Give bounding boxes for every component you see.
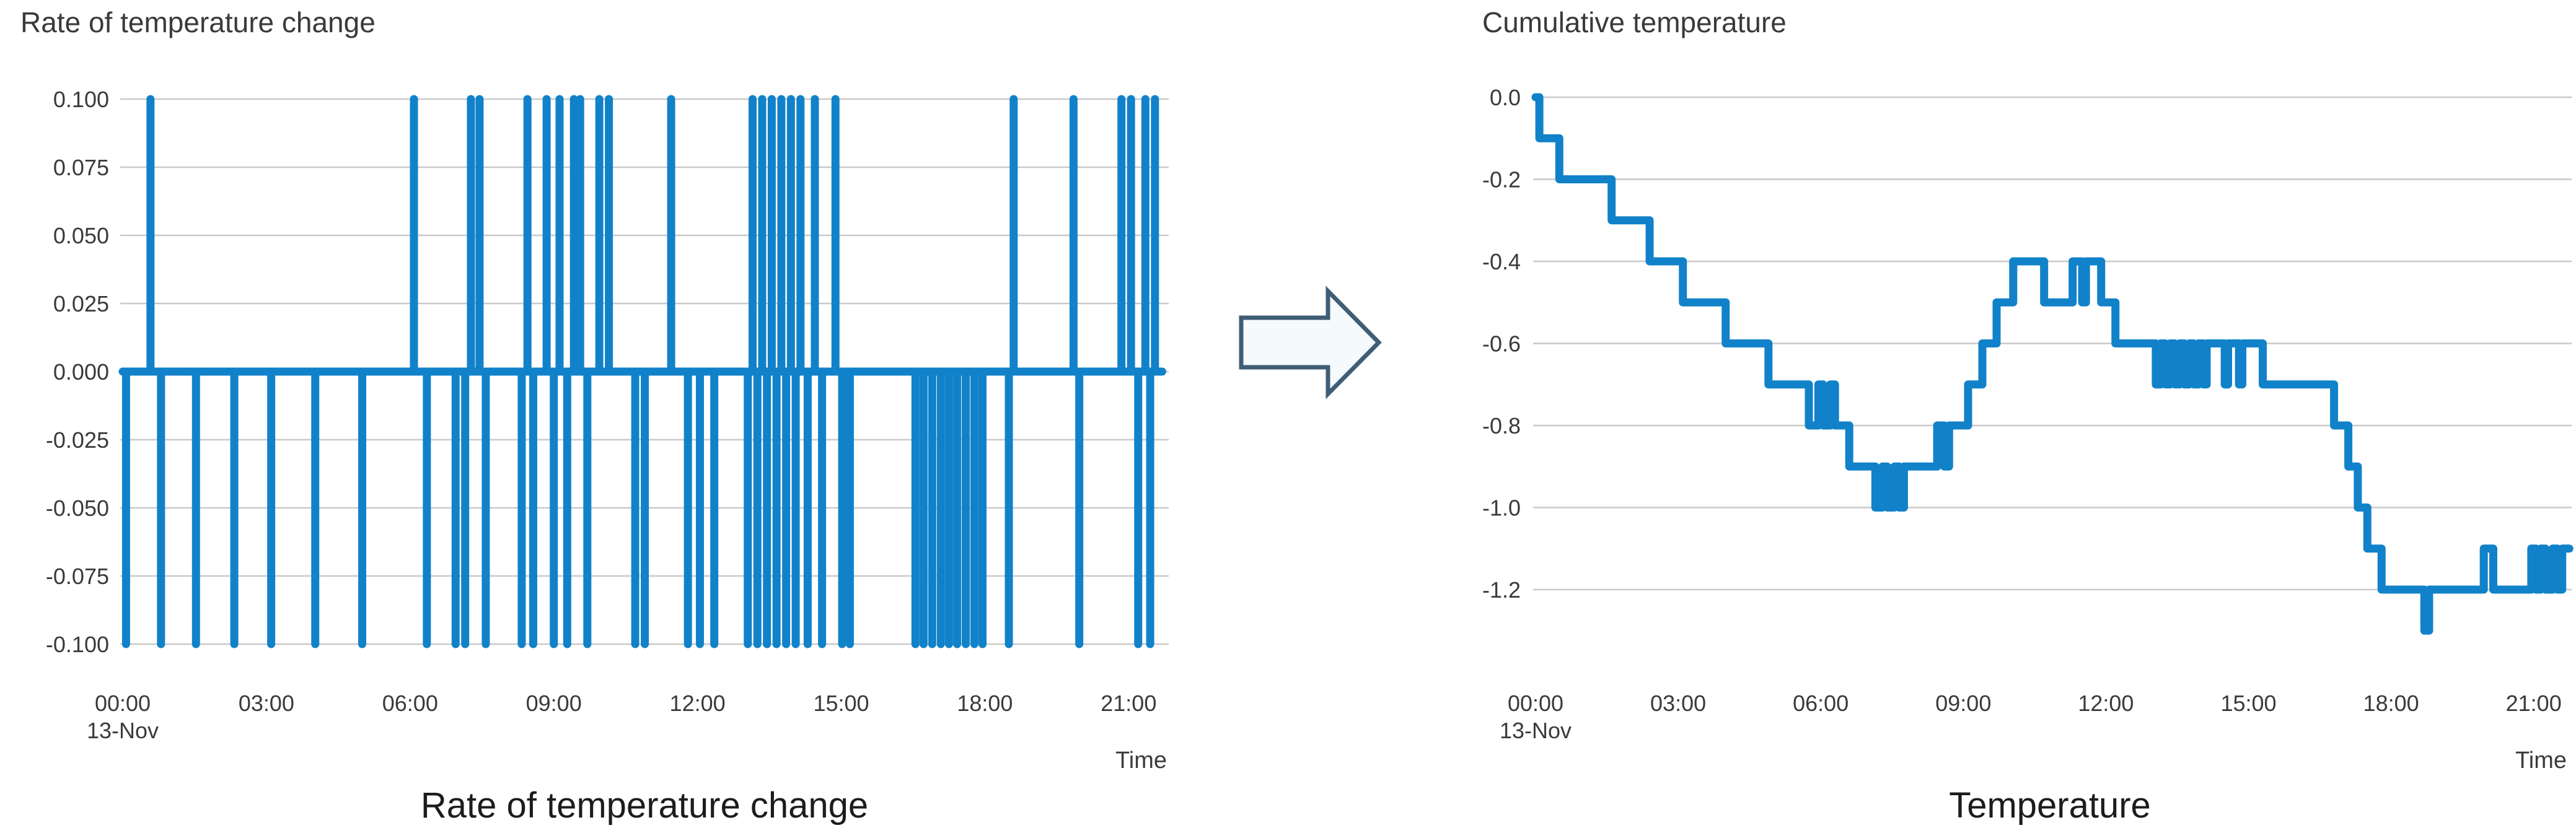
x-tick-label: 18:00 (2363, 691, 2419, 716)
cumulative-x-axis-name: Time (2515, 748, 2567, 774)
x-tick-label: 12:00 (2078, 691, 2134, 716)
cumulative-chart-title: Cumulative temperature (1482, 6, 1787, 38)
y-tick-label: 0.025 (53, 291, 109, 316)
x-tick-label: 15:00 (813, 691, 869, 716)
rate-chart-title: Rate of temperature change (20, 6, 376, 38)
x-tick-label: 12:00 (670, 691, 726, 716)
y-tick-label: 0.100 (53, 87, 109, 112)
y-tick-label: -1.0 (1482, 495, 1521, 521)
x-tick-label: 09:00 (526, 691, 582, 716)
x-tick-label: 15:00 (2220, 691, 2276, 716)
y-tick-label: 0.000 (53, 359, 109, 385)
y-tick-label: -0.025 (46, 427, 109, 453)
x-tick-label: 21:00 (1101, 691, 1156, 716)
x-tick-label: 00:00 (95, 691, 151, 716)
x-tick-label: 06:00 (1793, 691, 1848, 716)
cumulative-chart: Cumulative temperature 0.0 -0.2 -0.4 -0.6 -0… (1482, 6, 2574, 826)
y-tick-label: 0.050 (53, 223, 109, 248)
y-tick-label: 0.075 (53, 155, 109, 180)
cumulative-series-line (1531, 93, 2574, 635)
y-tick-label: -0.6 (1482, 331, 1521, 357)
rate-x-axis-date-label: 13-Nov (87, 718, 159, 743)
x-tick-label: 06:00 (382, 691, 438, 716)
x-tick-label: 03:00 (239, 691, 294, 716)
y-tick-label: -0.2 (1482, 167, 1521, 193)
x-tick-label: 21:00 (2506, 691, 2562, 716)
cumulative-y-axis-tick-labels: 0.0 -0.2 -0.4 -0.6 -0.8 -1.0 -1.2 (1482, 85, 1521, 603)
x-tick-label: 00:00 (1508, 691, 1563, 716)
rate-series-line (118, 95, 1166, 648)
rate-y-axis-tick-labels: 0.100 0.075 0.050 0.025 0.000 -0.025 -0.050 -0.… (46, 87, 109, 657)
x-tick-label: 03:00 (1650, 691, 1706, 716)
rate-chart-caption: Rate of temperature change (421, 785, 868, 826)
y-tick-label: -0.4 (1482, 249, 1521, 274)
y-tick-label: -0.075 (46, 564, 109, 589)
x-tick-label: 18:00 (957, 691, 1013, 716)
y-tick-label: -0.100 (46, 632, 109, 657)
rate-chart: Rate of temperature change 0.100 0.075 0.0… (20, 6, 1169, 826)
cumulative-chart-caption: Temperature (1949, 785, 2151, 826)
rate-x-axis-name: Time (1115, 748, 1167, 774)
y-tick-label: 0.0 (1490, 85, 1521, 110)
rate-x-axis-tick-labels: 00:00 03:00 06:00 09:00 12:00 15:00 18:00 21:00 (95, 691, 1156, 716)
right-arrow-shape (1239, 286, 1382, 399)
cumulative-x-axis-date-label: 13-Nov (1500, 718, 1572, 743)
cumulative-gridlines (1533, 96, 2572, 591)
y-tick-label: -0.050 (46, 495, 109, 521)
y-tick-label: -0.8 (1482, 413, 1521, 438)
right-arrow-icon (1239, 286, 1382, 399)
x-tick-label: 09:00 (1935, 691, 1991, 716)
cumulative-x-axis-tick-labels: 00:00 03:00 06:00 09:00 12:00 15:00 18:00 21:00 (1508, 691, 2562, 716)
y-tick-label: -1.2 (1482, 577, 1521, 603)
